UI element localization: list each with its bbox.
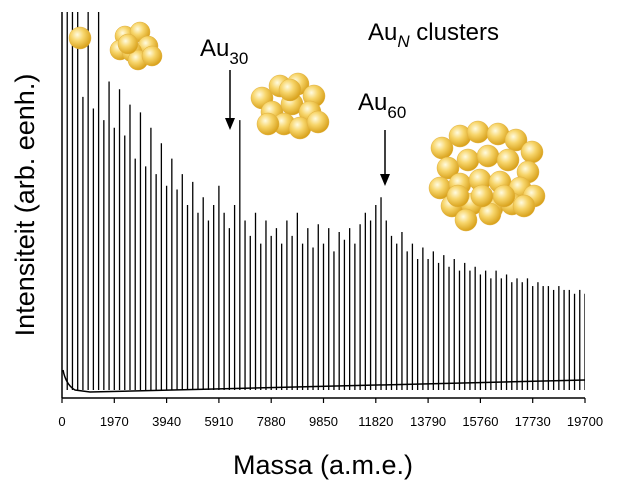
title-text: Au xyxy=(368,19,397,46)
annotation-sub: 30 xyxy=(229,49,248,68)
x-tick-label: 5910 xyxy=(204,414,233,429)
atom xyxy=(470,184,494,208)
title-suffix: clusters xyxy=(410,19,499,46)
y-axis-label: Intensiteit (arb. eenh.) xyxy=(10,74,40,337)
x-tick-label: 17730 xyxy=(515,414,551,429)
x-tick-label: 1970 xyxy=(100,414,129,429)
title: AuN clusters xyxy=(368,19,499,51)
x-axis-label: Massa (a.m.e.) xyxy=(233,450,413,480)
atom xyxy=(456,148,480,172)
annotation-text: Au xyxy=(200,35,229,62)
x-tick-label: 15760 xyxy=(462,414,498,429)
x-tick-label: 9850 xyxy=(309,414,338,429)
annotation-sub: 60 xyxy=(387,103,406,122)
atom xyxy=(278,78,302,102)
atom xyxy=(306,110,330,134)
atom xyxy=(436,156,460,180)
annotation: Au30 xyxy=(200,35,248,68)
atom xyxy=(256,112,280,136)
x-tick-label: 7880 xyxy=(257,414,286,429)
x-tick-label: 3940 xyxy=(152,414,181,429)
atom xyxy=(520,140,544,164)
atom xyxy=(512,194,536,218)
annotation: Au60 xyxy=(358,89,406,122)
atom xyxy=(476,144,500,168)
atom xyxy=(446,184,470,208)
atom xyxy=(68,26,92,50)
spectrum xyxy=(66,12,585,390)
atom xyxy=(492,184,516,208)
annotation-text: Au xyxy=(358,89,387,116)
x-tick-label: 19700 xyxy=(567,414,603,429)
atom xyxy=(117,33,139,55)
atom xyxy=(504,128,528,152)
arrowhead xyxy=(225,118,235,130)
arrowhead xyxy=(380,174,390,186)
x-tick-label: 0 xyxy=(58,414,65,429)
cluster-illustrations xyxy=(68,21,546,232)
atom xyxy=(496,148,520,172)
atom xyxy=(454,208,478,232)
baseline-noise xyxy=(62,369,586,393)
title-sub: N xyxy=(397,32,410,51)
x-tick-label: 11820 xyxy=(358,414,393,429)
x-tick-label: 13790 xyxy=(410,414,446,429)
atom xyxy=(141,45,163,67)
atom xyxy=(466,120,490,144)
